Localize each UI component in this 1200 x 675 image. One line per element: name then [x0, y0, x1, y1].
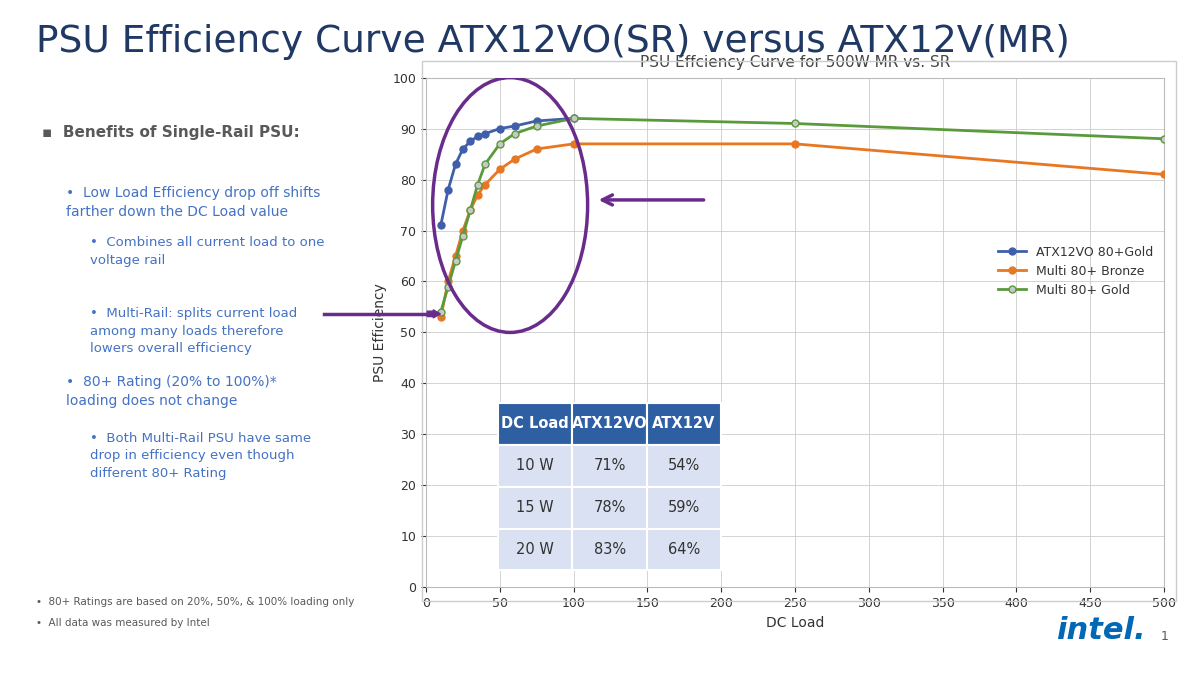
Multi 80+ Gold [478, 160, 492, 168]
Text: 59%: 59% [668, 500, 700, 515]
Legend: ATX12VO 80+Gold, Multi 80+ Bronze, Multi 80+ Gold: ATX12VO 80+Gold, Multi 80+ Bronze, Multi… [994, 240, 1158, 302]
Multi 80+ Gold [1157, 135, 1171, 143]
Text: •  80+ Rating (20% to 100%)*
loading does not change: • 80+ Rating (20% to 100%)* loading does… [66, 375, 277, 408]
Multi 80+ Gold [433, 308, 448, 316]
Text: 64%: 64% [668, 542, 700, 557]
Text: 20 W: 20 W [516, 542, 554, 557]
Text: 71%: 71% [594, 458, 625, 473]
Multi 80+ Gold [493, 140, 508, 148]
Text: •  Low Load Efficiency drop off shifts
farther down the DC Load value: • Low Load Efficiency drop off shifts fa… [66, 186, 320, 219]
Text: 54%: 54% [668, 458, 700, 473]
ATX12VO 80+Gold [529, 117, 544, 125]
Multi 80+ Gold [788, 119, 803, 128]
Multi 80+ Gold [440, 283, 455, 291]
Multi 80+ Bronze [456, 227, 470, 235]
Multi 80+ Bronze [433, 313, 448, 321]
Text: •  All data was measured by Intel: • All data was measured by Intel [36, 618, 210, 628]
Multi 80+ Gold [463, 206, 478, 214]
ATX12VO 80+Gold [508, 122, 522, 130]
Text: intel.: intel. [1056, 616, 1146, 645]
ATX12VO 80+Gold [449, 160, 463, 168]
Multi 80+ Bronze [449, 252, 463, 260]
Text: DC Load: DC Load [502, 416, 569, 431]
Multi 80+ Bronze [440, 277, 455, 286]
Multi 80+ Bronze [470, 191, 485, 199]
Multi 80+ Gold [456, 232, 470, 240]
ATX12VO 80+Gold [478, 130, 492, 138]
Multi 80+ Bronze [478, 181, 492, 189]
Multi 80+ Bronze [566, 140, 581, 148]
Multi 80+ Gold [566, 114, 581, 122]
Line: Multi 80+ Gold: Multi 80+ Gold [437, 115, 1168, 315]
Text: •  Combines all current load to one
voltage rail: • Combines all current load to one volta… [90, 236, 324, 267]
ATX12VO 80+Gold [566, 114, 581, 122]
Multi 80+ Bronze [529, 145, 544, 153]
Multi 80+ Bronze [493, 165, 508, 173]
Multi 80+ Gold [449, 257, 463, 265]
Title: PSU Effciency Curve for 500W MR vs. SR: PSU Effciency Curve for 500W MR vs. SR [640, 55, 950, 70]
ATX12VO 80+Gold [470, 132, 485, 140]
Text: ATX12VO: ATX12VO [571, 416, 648, 431]
ATX12VO 80+Gold [440, 186, 455, 194]
Line: Multi 80+ Bronze: Multi 80+ Bronze [437, 140, 1168, 321]
Text: 78%: 78% [594, 500, 625, 515]
Y-axis label: PSU Efficiency: PSU Efficiency [373, 283, 386, 382]
Text: •  80+ Ratings are based on 20%, 50%, & 100% loading only: • 80+ Ratings are based on 20%, 50%, & 1… [36, 597, 354, 608]
ATX12VO 80+Gold [433, 221, 448, 230]
Multi 80+ Bronze [463, 206, 478, 214]
Multi 80+ Bronze [508, 155, 522, 163]
Text: 10 W: 10 W [516, 458, 554, 473]
Text: PSU Efficiency Curve ATX12VO(SR) versus ATX12V(MR): PSU Efficiency Curve ATX12VO(SR) versus … [36, 24, 1070, 59]
Text: ▪  Benefits of Single-Rail PSU:: ▪ Benefits of Single-Rail PSU: [42, 125, 300, 140]
Text: •  Multi-Rail: splits current load
among many loads therefore
lowers overall eff: • Multi-Rail: splits current load among … [90, 307, 298, 355]
X-axis label: DC Load: DC Load [766, 616, 824, 630]
Text: 83%: 83% [594, 542, 625, 557]
ATX12VO 80+Gold [456, 145, 470, 153]
ATX12VO 80+Gold [493, 124, 508, 132]
Text: ATX12V: ATX12V [653, 416, 715, 431]
Text: 1: 1 [1160, 630, 1169, 643]
Multi 80+ Gold [508, 130, 522, 138]
Multi 80+ Gold [529, 122, 544, 130]
Multi 80+ Bronze [788, 140, 803, 148]
Text: •  Both Multi-Rail PSU have same
drop in efficiency even though
different 80+ Ra: • Both Multi-Rail PSU have same drop in … [90, 432, 311, 480]
ATX12VO 80+Gold [463, 137, 478, 145]
Text: 15 W: 15 W [516, 500, 554, 515]
Multi 80+ Bronze [1157, 170, 1171, 178]
Line: ATX12VO 80+Gold: ATX12VO 80+Gold [437, 115, 577, 229]
Multi 80+ Gold [470, 181, 485, 189]
